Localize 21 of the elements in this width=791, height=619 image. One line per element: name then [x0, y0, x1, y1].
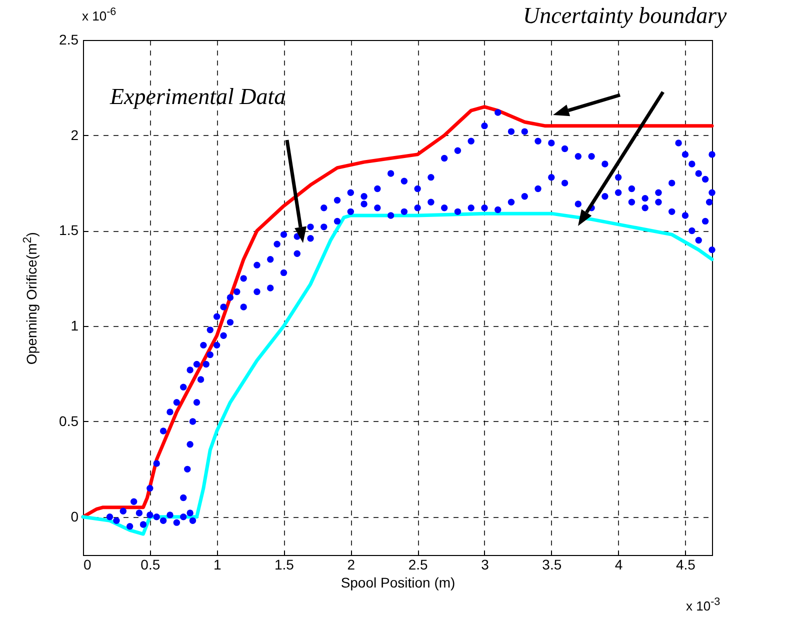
y-tick-label: 0 [70, 508, 79, 524]
x-tick-label: 4.5 [676, 556, 696, 572]
x-tick-label: 3 [481, 556, 490, 572]
x-tick-label: 0.5 [140, 556, 160, 572]
x-tick-label: 1 [213, 556, 222, 572]
x-tick-label: 3.5 [542, 556, 562, 572]
x-tick-label: 2 [347, 556, 356, 572]
y-tick-label: 0.5 [59, 412, 79, 429]
x-tick-label: 0 [84, 556, 92, 572]
annotation: Experimental Data [110, 84, 286, 110]
x-tick-label: 1.5 [274, 556, 294, 572]
y-tick-label: 1 [70, 318, 79, 334]
text: x 10$^{-3}$ [686, 596, 720, 614]
y-tick-label: 2 [70, 126, 79, 143]
x-tick-label: 2.5 [408, 556, 428, 572]
text: x 10$^{-6}$ [82, 6, 116, 24]
y-tick-label: 1.5 [59, 222, 79, 238]
text: Uncertainty boundary [523, 3, 727, 29]
x-tick-label: 4 [614, 556, 623, 572]
y-tick-label: 2.5 [59, 32, 79, 48]
x-axis-title: Spool Position (m) [340, 574, 456, 590]
